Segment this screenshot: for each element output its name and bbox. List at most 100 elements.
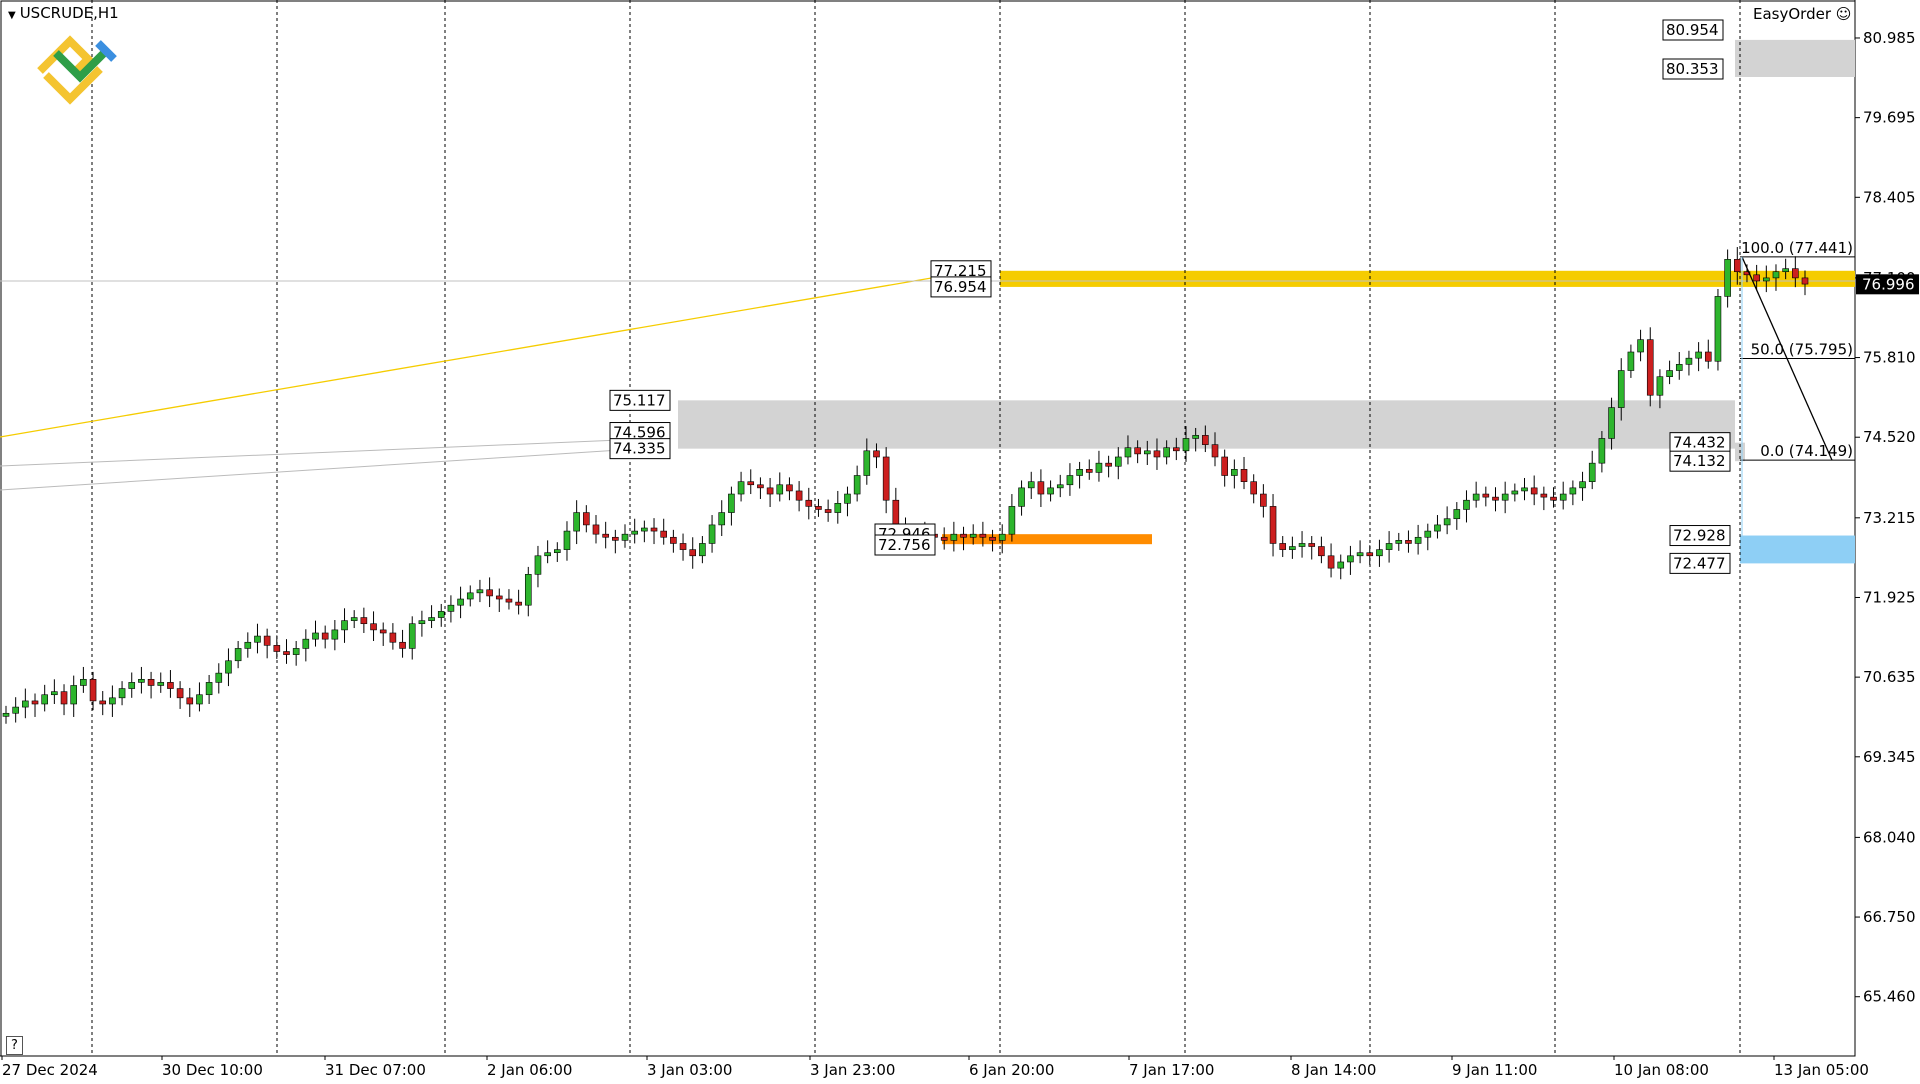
candle-body-79	[766, 487, 774, 495]
candle-body-91	[882, 456, 890, 501]
y-tick-label-10: 68.040	[1863, 828, 1916, 846]
candle-body-149	[1443, 518, 1451, 526]
candle-body-163	[1579, 481, 1586, 489]
candle-body-184	[1782, 268, 1789, 273]
candle-body-19	[186, 697, 194, 705]
candle-body-57	[554, 549, 561, 554]
candle-body-145	[1405, 540, 1412, 544]
candle-body-115	[1114, 456, 1122, 467]
candle-body-86	[834, 502, 842, 513]
candle-body-165	[1598, 438, 1606, 464]
right-gray-zone-label-1: 74.132	[1673, 452, 1726, 470]
candle-body-77	[747, 481, 755, 486]
y-tick-label-8: 70.635	[1863, 668, 1916, 686]
candle-body-179	[1733, 259, 1741, 273]
candle-body-68	[660, 530, 667, 538]
upper-gray-zone	[1735, 39, 1855, 78]
orange-zone-label-1: 72.756	[878, 536, 931, 554]
orange-zone-label-1-box	[874, 534, 936, 556]
candle-body-167	[1617, 370, 1625, 408]
candle-body-27	[263, 635, 271, 646]
candle-body-60	[583, 512, 590, 526]
candle-body-116	[1124, 447, 1132, 458]
candle-body-22	[215, 672, 223, 683]
x-tick-label-6: 6 Jan 20:00	[969, 1061, 1054, 1079]
candle-body-32	[312, 632, 319, 640]
gold-zone-label-1-box	[930, 276, 992, 298]
candle-body-34	[331, 629, 339, 640]
candle-body-72	[699, 543, 706, 557]
candle-body-66	[641, 527, 648, 532]
candle-body-40	[389, 632, 397, 643]
triangle-down-icon[interactable]: ▼	[8, 10, 16, 21]
candle-body-11	[109, 697, 116, 705]
y-tick-label-7: 71.925	[1863, 588, 1916, 606]
candle-body-24	[234, 648, 242, 662]
x-tick-label-9: 9 Jan 11:00	[1452, 1061, 1537, 1079]
candle-body-131	[1269, 506, 1277, 544]
candle-body-110	[1066, 475, 1074, 486]
candle-body-36	[350, 617, 358, 621]
candle-body-17	[167, 682, 174, 689]
candle-body-162	[1569, 487, 1577, 495]
help-button[interactable]: ?	[6, 1036, 23, 1055]
candle-body-56	[544, 552, 551, 557]
candle-body-1	[12, 706, 19, 714]
candle-body-137	[1327, 555, 1335, 569]
candle-body-158	[1530, 487, 1538, 495]
logo-yellow-stroke-2	[43, 66, 103, 105]
candle-body-63	[612, 536, 619, 541]
candle-body-14	[138, 678, 145, 683]
smiley-icon: ☺	[1835, 5, 1852, 23]
candle-body-30	[292, 648, 300, 655]
candle-body-133	[1289, 546, 1296, 550]
candle-body-124	[1202, 435, 1209, 445]
candle-body-69	[670, 536, 677, 544]
candle-body-182	[1763, 277, 1770, 282]
right-gray-zone-label-0: 74.432	[1673, 434, 1726, 452]
symbol-label: USCRUDE,H1	[19, 4, 119, 22]
candle-body-130	[1260, 493, 1267, 507]
candle-body-48	[466, 592, 474, 600]
candle-body-125	[1211, 444, 1219, 458]
symbol-header[interactable]: ▼ USCRUDE,H1	[8, 4, 119, 22]
candle-body-54	[524, 574, 532, 606]
candle-body-12	[118, 688, 126, 699]
candle-body-49	[476, 589, 484, 594]
candle-body-75	[728, 493, 735, 513]
candle-body-101	[979, 533, 987, 538]
candle-body-173	[1675, 364, 1683, 371]
candle-body-114	[1105, 462, 1112, 467]
candle-body-73	[708, 524, 716, 544]
candle-body-50	[486, 589, 493, 597]
candle-body-84	[815, 506, 822, 510]
candle-body-41	[399, 641, 406, 649]
candle-body-161	[1559, 493, 1567, 501]
candle-body-169	[1637, 339, 1644, 353]
logo-blue-stroke	[95, 40, 117, 62]
candle-body-37	[360, 617, 368, 625]
candle-body-81	[786, 484, 793, 492]
upper-gray-zone-label-0-box	[1662, 19, 1724, 41]
candle-body-62	[602, 533, 609, 538]
gold-zone-label-0: 77.215	[934, 262, 987, 280]
candle-body-151	[1463, 499, 1470, 510]
y-tick-label-2: 78.405	[1863, 188, 1916, 206]
candle-body-74	[718, 512, 726, 526]
candle-body-166	[1608, 407, 1615, 439]
easyorder-widget[interactable]: EasyOrder ☺	[1750, 5, 1855, 23]
candle-body-106	[1027, 481, 1035, 489]
candle-body-143	[1385, 543, 1393, 550]
easyorder-label: EasyOrder	[1753, 5, 1831, 23]
candle-body-5	[51, 691, 58, 696]
candle-body-78	[757, 484, 764, 489]
logo	[37, 35, 117, 105]
y-tick-label-0: 80.985	[1863, 29, 1916, 47]
x-tick-label-2: 31 Dec 07:00	[325, 1061, 426, 1079]
candle-body-98	[950, 533, 958, 541]
candle-body-83	[805, 499, 813, 507]
candle-body-8	[80, 678, 87, 686]
candle-body-183	[1772, 271, 1780, 279]
